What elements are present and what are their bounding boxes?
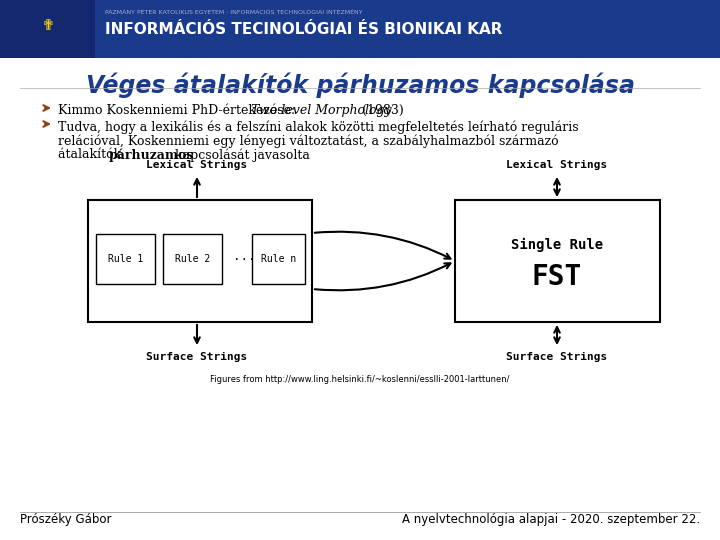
Text: Lexical Strings: Lexical Strings xyxy=(506,160,608,170)
Text: (1983): (1983) xyxy=(358,104,404,117)
Bar xyxy=(0,0,95,58)
Text: párhuzamos: párhuzamos xyxy=(109,148,194,161)
Text: Rule 2: Rule 2 xyxy=(175,254,210,264)
Bar xyxy=(163,234,222,284)
Text: Tudva, hogy a lexikális és a felszíni alakok közötti megfeleltetés leírható regu: Tudva, hogy a lexikális és a felszíni al… xyxy=(58,120,579,133)
Bar xyxy=(88,200,312,322)
Text: átalakítók: átalakítók xyxy=(58,148,125,161)
Text: Figures from http://www.ling.helsinki.fi/~koslenni/esslli-2001-larttunen/: Figures from http://www.ling.helsinki.fi… xyxy=(210,375,510,384)
Text: Kimmo Koskenniemi PhD-értekezése:: Kimmo Koskenniemi PhD-értekezése: xyxy=(58,104,299,117)
Bar xyxy=(455,200,660,322)
Text: Véges átalakítók párhuzamos kapcsolása: Véges átalakítók párhuzamos kapcsolása xyxy=(86,73,634,98)
Text: Single Rule: Single Rule xyxy=(511,238,603,252)
Bar xyxy=(252,234,305,284)
Text: relációval, Koskenniemi egy lényegi változtatást, a szabályhalmazból származó: relációval, Koskenniemi egy lényegi vált… xyxy=(58,134,559,147)
Bar xyxy=(0,0,720,58)
Text: Lexical Strings: Lexical Strings xyxy=(146,160,248,170)
Text: PÁZMÁNY PÉTER KATOLIKUS EGYETEM · INFORMÁCIÓS TECHNOLÓGIAI INTÉZMÉNY: PÁZMÁNY PÉTER KATOLIKUS EGYETEM · INFORM… xyxy=(105,10,363,15)
Text: Rule n: Rule n xyxy=(261,254,296,264)
Text: kapcsolását javasolta: kapcsolását javasolta xyxy=(171,148,310,161)
Text: ···: ··· xyxy=(233,253,256,266)
Bar xyxy=(96,234,155,284)
Text: INFORMÁCIÓS TECINOLÓGIAI ÉS BIONIKAI KAR: INFORMÁCIÓS TECINOLÓGIAI ÉS BIONIKAI KAR xyxy=(105,22,503,37)
Text: Prószéky Gábor: Prószéky Gábor xyxy=(20,513,112,526)
Text: Rule 1: Rule 1 xyxy=(108,254,143,264)
Text: FST: FST xyxy=(532,263,582,291)
Text: Surface Strings: Surface Strings xyxy=(506,352,608,362)
Text: ✟: ✟ xyxy=(42,18,55,33)
Text: Surface Strings: Surface Strings xyxy=(146,352,248,362)
Text: Two-level Morphology: Two-level Morphology xyxy=(251,104,392,117)
Text: A nyelvtechnológia alapjai - 2020. szeptember 22.: A nyelvtechnológia alapjai - 2020. szept… xyxy=(402,513,700,526)
